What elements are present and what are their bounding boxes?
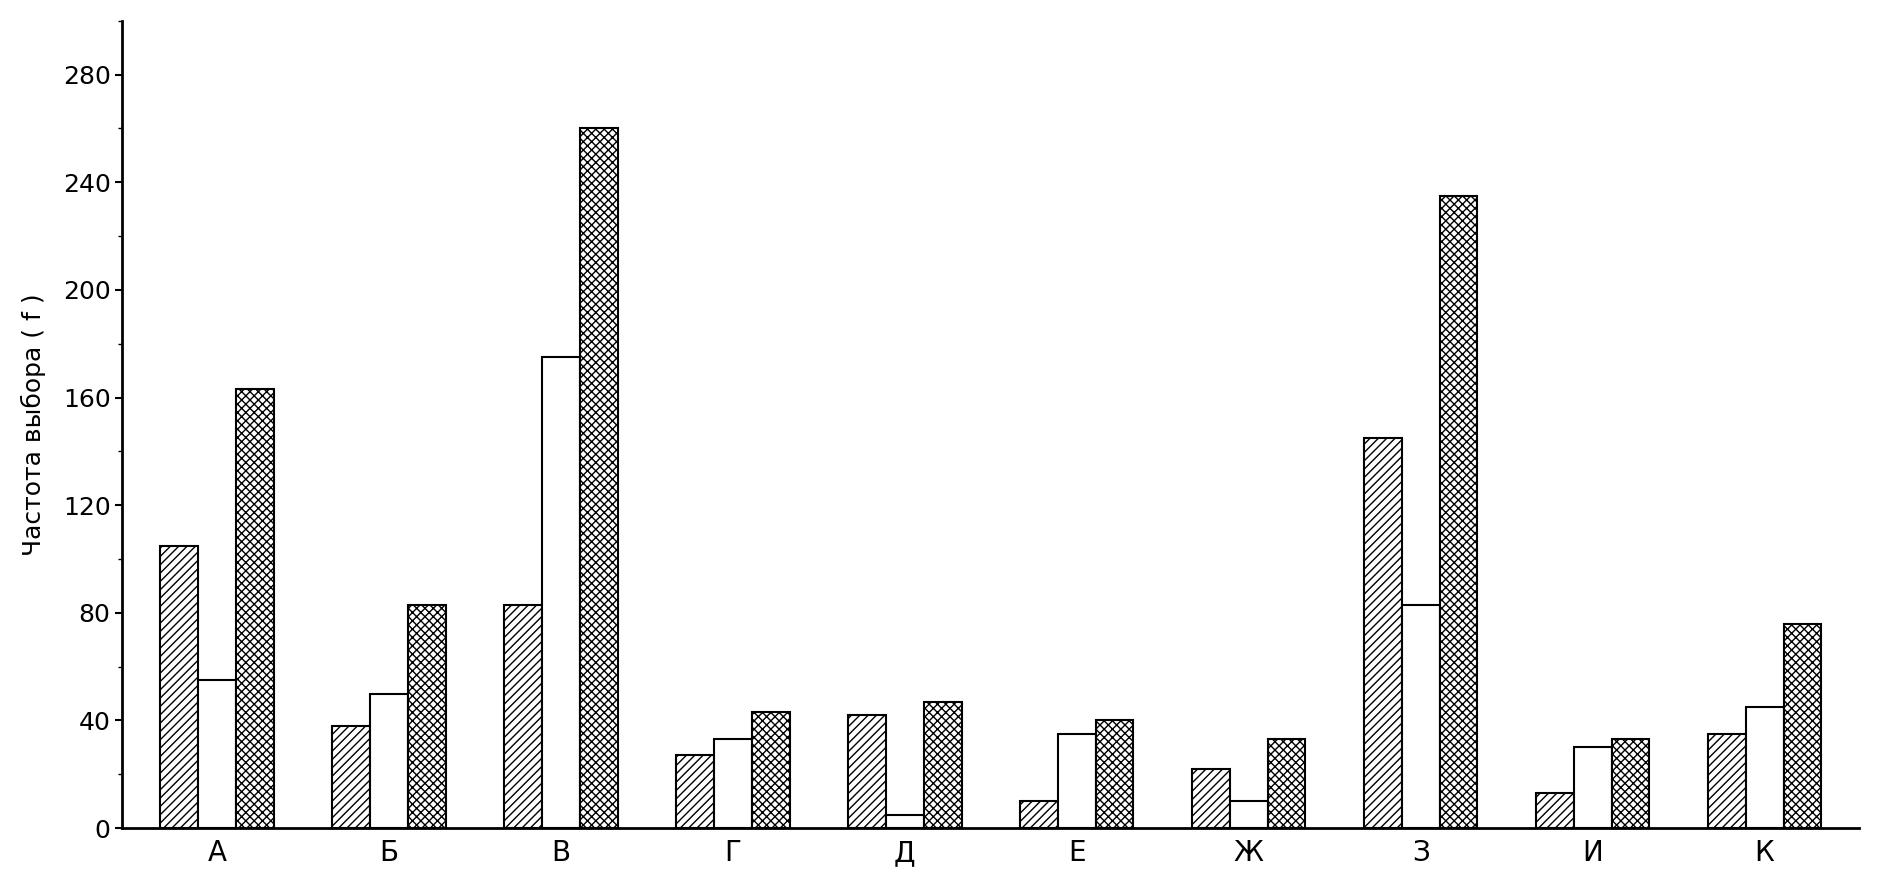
Bar bbox=[714, 740, 752, 828]
Bar bbox=[1192, 769, 1230, 828]
Bar bbox=[541, 357, 579, 828]
Bar bbox=[504, 605, 541, 828]
Bar bbox=[1096, 720, 1134, 828]
Bar bbox=[923, 702, 961, 828]
Bar bbox=[1611, 740, 1649, 828]
Bar bbox=[1058, 733, 1096, 828]
Bar bbox=[1267, 740, 1305, 828]
Bar bbox=[370, 694, 408, 828]
Bar bbox=[1402, 605, 1440, 828]
Bar bbox=[1784, 623, 1822, 828]
Y-axis label: Частота выбора ( f ): Частота выбора ( f ) bbox=[21, 293, 45, 556]
Bar bbox=[1021, 801, 1058, 828]
Bar bbox=[408, 605, 446, 828]
Bar bbox=[1574, 748, 1611, 828]
Bar bbox=[235, 390, 274, 828]
Bar bbox=[579, 129, 619, 828]
Bar bbox=[1536, 793, 1574, 828]
Bar bbox=[1707, 733, 1747, 828]
Bar bbox=[1440, 195, 1478, 828]
Bar bbox=[160, 545, 197, 828]
Bar bbox=[885, 814, 923, 828]
Bar bbox=[1747, 707, 1784, 828]
Bar bbox=[752, 712, 790, 828]
Bar bbox=[333, 725, 370, 828]
Bar bbox=[197, 680, 235, 828]
Bar bbox=[1363, 438, 1402, 828]
Bar bbox=[1230, 801, 1267, 828]
Bar bbox=[848, 715, 885, 828]
Bar bbox=[677, 756, 714, 828]
